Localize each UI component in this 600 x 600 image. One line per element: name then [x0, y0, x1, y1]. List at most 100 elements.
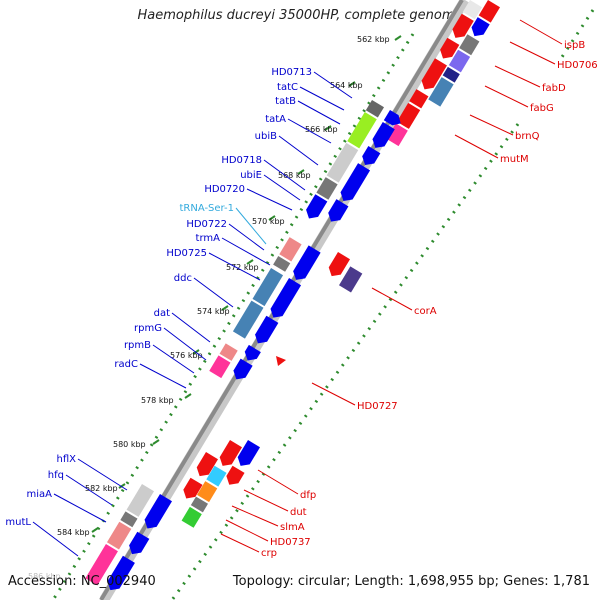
gene-label-dat: dat [154, 308, 170, 319]
tick-label: 568 kbp [278, 171, 311, 180]
gene-block [232, 300, 264, 339]
gene-arrow [129, 531, 150, 555]
gene-arrow [107, 555, 135, 591]
gene-arrow [362, 146, 381, 166]
gene-block [339, 266, 363, 293]
gene-label-hd0737: HD0737 [270, 537, 311, 548]
tick-labels: 562 kbp 564 kbp 566 kbp 568 kbp 570 kbp … [28, 35, 390, 581]
gene-block [206, 465, 227, 487]
gene-block [428, 77, 454, 107]
tick-label: 574 kbp [197, 307, 230, 316]
tick-label: 564 kbp [330, 81, 363, 90]
gene-arrow [293, 245, 321, 280]
gene-arrow [372, 122, 395, 148]
gene-label-mutm: mutM [500, 154, 529, 165]
gene-label-brnq: brnQ [515, 131, 540, 142]
gene-group-cora [328, 252, 363, 293]
gene-block [252, 268, 284, 307]
gene-label-tatb: tatB [275, 96, 296, 107]
gene-arrow [219, 440, 243, 466]
tick-label: 576 kbp [170, 351, 203, 360]
tick-label: 570 kbp [252, 217, 285, 226]
gene-block [85, 544, 118, 586]
gene-arrow [471, 17, 490, 37]
gene-block [209, 355, 231, 379]
gene-label-rpmg: rpmG [134, 323, 162, 334]
gene-label-hd0720: HD0720 [204, 184, 245, 195]
gene-block [365, 100, 385, 118]
gene-block [459, 34, 480, 56]
gene-block [273, 256, 291, 272]
gene-block [386, 123, 408, 147]
gene-label-tata: tatA [265, 114, 286, 125]
tick-label: 566 kbp [305, 125, 338, 134]
gene-label-dut: dut [290, 507, 307, 518]
gene-arrow [306, 194, 328, 219]
gene-label-ubib: ubiB [255, 131, 277, 142]
gene-label-slma: slmA [280, 522, 305, 533]
gene-group-bottom-left [85, 484, 155, 586]
gene-label-ddc: ddc [174, 273, 192, 284]
gene-block [190, 496, 209, 513]
gene-label-ispb: ispB [564, 40, 585, 51]
gene-arrow [328, 199, 349, 222]
gene-label-hfq: hfq [48, 470, 64, 481]
gene-label-cora: corA [414, 306, 437, 317]
tick-label: 584 kbp [57, 528, 90, 537]
gene-block [197, 481, 218, 503]
gene-arrow [452, 13, 474, 38]
gene-block [126, 484, 155, 517]
gene-block [448, 49, 471, 73]
gene-block [347, 112, 377, 149]
left-labels: HD0713 tatC tatB tatA ubiB HD0718 ubiE H… [5, 67, 312, 528]
gene-block [462, 0, 483, 20]
gene-label-fabd: fabD [542, 83, 566, 94]
gene-arrow [255, 315, 279, 344]
tick-label: 582 kbp [85, 484, 118, 493]
tick-label: 578 kbp [141, 396, 174, 405]
gene-marker-hd0727 [276, 356, 286, 366]
gene-arrow [196, 452, 219, 477]
gene-label-miaa: miaA [27, 489, 53, 500]
gene-group-center-outer [233, 110, 401, 380]
gene-label-radc: radC [114, 359, 138, 370]
gene-block [219, 343, 238, 361]
gene-group-bottom-right-3 [183, 452, 219, 499]
gene-label-crp: crp [261, 548, 277, 559]
gene-arrow [440, 37, 460, 59]
genome-summary-text: Topology: circular; Length: 1,698,955 bp… [232, 574, 590, 589]
gene-block [478, 0, 501, 23]
tick-label: 586 kbp [28, 572, 61, 581]
tick-label: 562 kbp [357, 35, 390, 44]
gene-block [120, 511, 138, 528]
gene-block [442, 66, 460, 83]
gene-group-top-right-2 [428, 0, 501, 107]
tick-marks [91, 35, 402, 533]
gene-label-fabg: fabG [530, 103, 554, 114]
gene-group-top-right [386, 0, 483, 147]
gene-block [279, 237, 302, 262]
gene-arrow [233, 358, 253, 380]
tick-label: 572 kbp [226, 263, 259, 272]
right-leader-lines [220, 19, 563, 553]
gene-group-bottom-right [181, 440, 243, 528]
gene-arrow [226, 465, 245, 485]
gene-arrow [270, 278, 302, 318]
gene-arrow [340, 163, 371, 202]
gene-group-bottom-left-2 [107, 494, 173, 591]
gene-arrow [244, 344, 261, 361]
gene-block [409, 89, 429, 109]
gene-arrow [421, 58, 447, 90]
dotted-guides [51, 9, 595, 600]
gene-block [396, 102, 421, 129]
gene-arrow [144, 494, 173, 529]
gene-block [106, 521, 132, 550]
gene-block [326, 142, 359, 183]
tick-label: 580 kbp [113, 440, 146, 449]
gene-arrow [383, 110, 401, 126]
gene-label-hd0718: HD0718 [221, 155, 262, 166]
gene-label-hd0722: HD0722 [186, 219, 227, 230]
gene-label-hd0706: HD0706 [557, 60, 598, 71]
